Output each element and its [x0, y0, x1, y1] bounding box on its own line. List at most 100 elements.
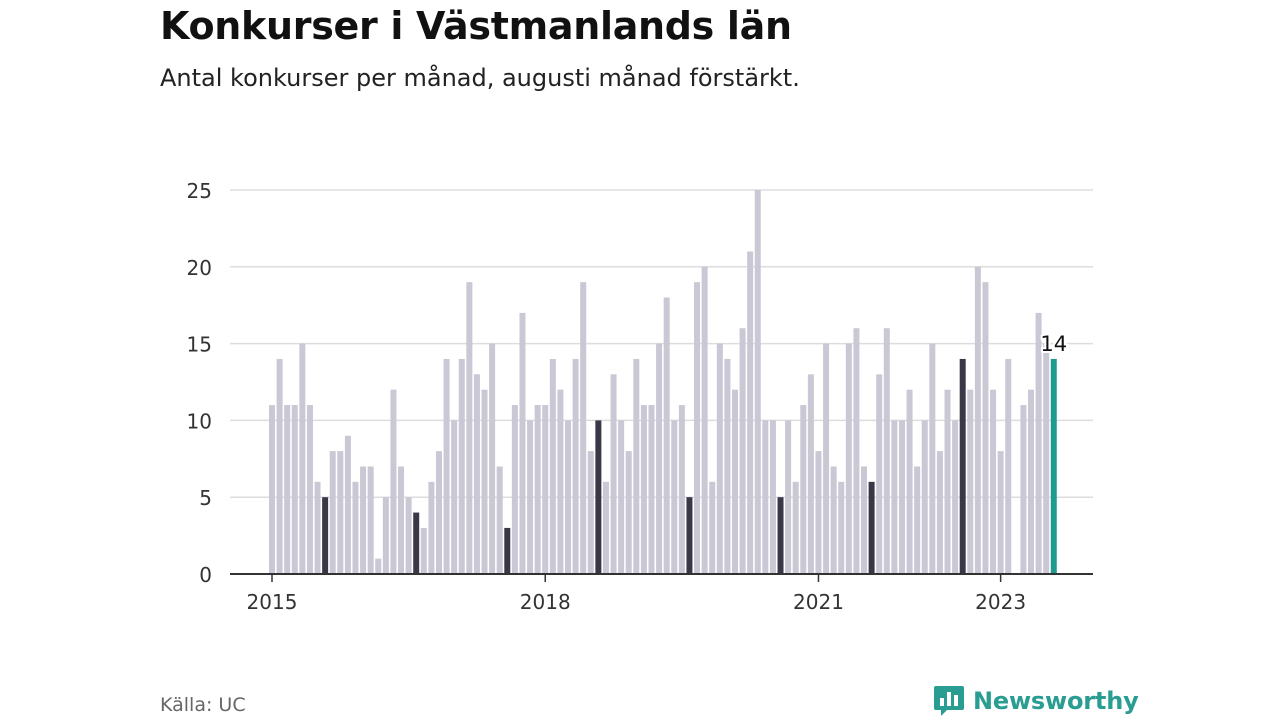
bar	[587, 451, 594, 574]
bar	[329, 451, 336, 574]
bar	[542, 405, 549, 574]
bar	[792, 481, 799, 574]
bar	[314, 481, 321, 574]
bar	[534, 405, 541, 574]
bar	[420, 527, 427, 574]
y-tick-label: 15	[187, 333, 212, 357]
bar	[663, 297, 670, 574]
latest-value-label: 14	[1040, 332, 1067, 356]
bar	[322, 497, 329, 574]
bar	[678, 405, 685, 574]
bar	[413, 512, 420, 574]
bar	[807, 374, 814, 574]
bar	[694, 282, 701, 574]
bar	[610, 374, 617, 574]
bar	[845, 343, 852, 574]
bar	[959, 358, 966, 574]
bar	[269, 405, 275, 574]
bar	[580, 282, 587, 574]
bar	[974, 266, 981, 574]
bar	[291, 405, 298, 574]
bar-chart: 0 5 10 15 20 25 2015 2018 2021 2023 14	[187, 179, 1093, 614]
bar	[853, 328, 860, 574]
bar	[982, 282, 989, 574]
bar	[739, 328, 746, 574]
bar	[473, 374, 480, 574]
bar	[390, 389, 397, 574]
bar	[769, 420, 776, 574]
bar	[701, 266, 708, 574]
bar	[602, 481, 609, 574]
bar	[504, 527, 511, 574]
bar	[276, 358, 283, 574]
brand-logo[interactable]: Newsworthy	[933, 684, 1139, 718]
bar	[299, 343, 306, 574]
bar	[716, 343, 723, 574]
bar	[435, 451, 442, 574]
bar	[967, 389, 974, 574]
bar	[686, 497, 693, 574]
bar	[458, 358, 465, 574]
bar	[709, 481, 716, 574]
bar	[1020, 405, 1027, 574]
bar	[443, 358, 450, 574]
bar	[306, 405, 313, 574]
bar	[595, 420, 602, 574]
x-tick-label: 2015	[247, 590, 298, 614]
bar	[375, 558, 382, 574]
bar	[891, 420, 898, 574]
bar	[1050, 358, 1057, 574]
bar	[815, 451, 822, 574]
bar	[868, 481, 875, 574]
bar	[618, 420, 625, 574]
newsworthy-icon	[934, 686, 964, 716]
bar	[883, 328, 890, 574]
bar	[519, 312, 526, 574]
bar	[344, 435, 351, 574]
bar	[633, 358, 640, 574]
chart-title: Konkurser i Västmanlands län	[160, 4, 792, 48]
bar	[731, 389, 738, 574]
bar	[838, 481, 845, 574]
bar	[990, 389, 997, 574]
bar	[671, 420, 678, 574]
bar	[823, 343, 830, 574]
bar	[549, 358, 556, 574]
chart-subtitle: Antal konkurser per månad, augusti månad…	[160, 64, 800, 92]
bar	[360, 466, 367, 574]
bar	[481, 389, 488, 574]
bar	[398, 466, 405, 574]
bar	[382, 497, 389, 574]
bar	[557, 389, 564, 574]
bar	[565, 420, 572, 574]
bar	[777, 497, 784, 574]
bar	[914, 466, 921, 574]
bar	[496, 466, 503, 574]
bar	[428, 481, 435, 574]
brand-name: Newsworthy	[973, 687, 1139, 715]
bar	[572, 358, 579, 574]
bar	[1005, 358, 1012, 574]
x-tick-label: 2021	[793, 590, 844, 614]
bar	[1035, 312, 1042, 574]
bar	[656, 343, 663, 574]
bar	[511, 405, 518, 574]
bar	[747, 251, 754, 574]
y-tick-label: 20	[187, 256, 212, 280]
bar	[466, 282, 473, 574]
bar	[944, 389, 951, 574]
bar	[337, 451, 344, 574]
bar	[724, 358, 731, 574]
bar	[921, 420, 928, 574]
bar	[898, 420, 905, 574]
bar	[1028, 389, 1034, 574]
bar	[648, 405, 655, 574]
bar	[754, 190, 761, 574]
bar	[876, 374, 883, 574]
bar	[352, 481, 359, 574]
x-tick-label: 2018	[520, 590, 571, 614]
bar	[527, 420, 534, 574]
bar	[367, 466, 374, 574]
bar	[625, 451, 632, 574]
bar	[405, 497, 412, 574]
